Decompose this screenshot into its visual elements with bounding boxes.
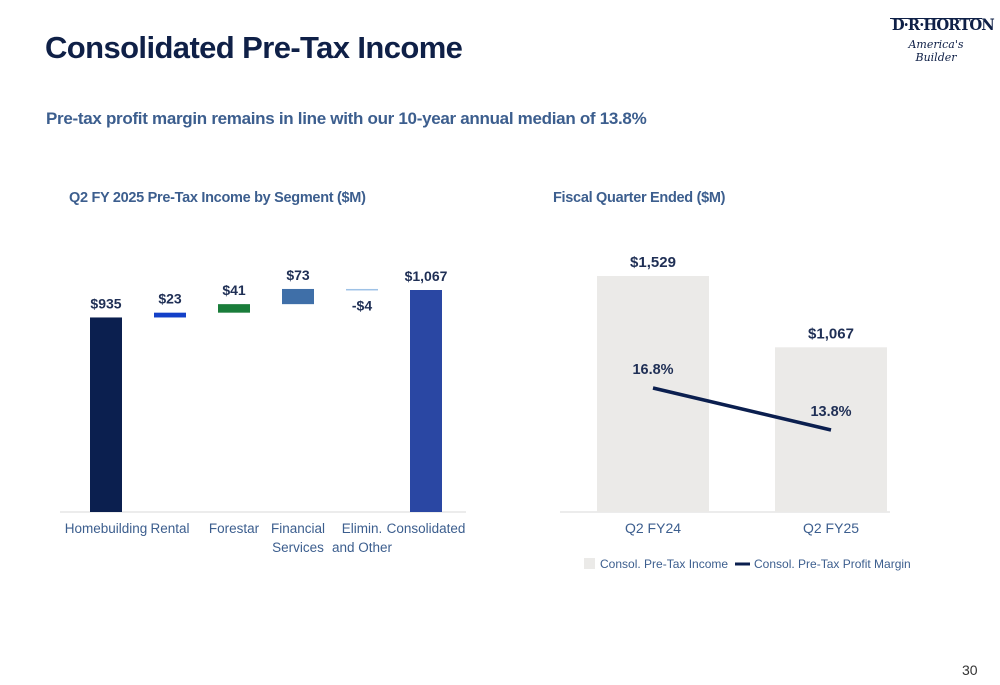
waterfall-category-label: Rental [150, 521, 189, 536]
page-title: Consolidated Pre-Tax Income [45, 30, 463, 65]
waterfall-category-label: Homebuilding [65, 521, 148, 536]
waterfall-category-label: Financial [271, 521, 325, 536]
waterfall-bar [154, 312, 186, 318]
waterfall-data-label: $935 [90, 295, 121, 311]
waterfall-category-label: and Other [332, 540, 393, 555]
quarter-chart-title: Fiscal Quarter Ended ($M) [553, 190, 726, 206]
waterfall-chart: $935 Homebuilding $23 Rental $41 Forestar $73 F… [60, 267, 466, 555]
waterfall-data-label: $1,067 [405, 268, 448, 284]
page-subtitle: Pre-tax profit margin remains in line wi… [46, 109, 647, 128]
income-bar [597, 276, 709, 512]
waterfall-chart-title: Q2 FY 2025 Pre-Tax Income by Segment ($M… [69, 190, 366, 206]
waterfall-bar [410, 290, 442, 512]
combo-category-label: Q2 FY24 [625, 520, 681, 536]
waterfall-bar [90, 317, 122, 512]
logo-tagline: America's Builder [908, 38, 964, 64]
waterfall-data-label: $41 [222, 282, 246, 298]
margin-data-label: 13.8% [810, 404, 851, 420]
legend-label-income: Consol. Pre-Tax Income [600, 557, 728, 571]
margin-line [652, 386, 832, 432]
income-data-label: $1,529 [630, 254, 676, 271]
margin-data-label: 16.8% [632, 362, 673, 378]
combo-category-label: Q2 FY25 [803, 520, 859, 536]
waterfall-bar [282, 288, 314, 305]
waterfall-data-label: -$4 [352, 297, 372, 313]
logo-name: D·R·HORTON [891, 15, 995, 34]
waterfall-category-label: Services [272, 540, 324, 555]
waterfall-category-label: Consolidated [387, 521, 466, 536]
waterfall-data-label: $73 [286, 267, 310, 283]
logo-rule [890, 18, 982, 19]
waterfall-category-label: Forestar [209, 521, 260, 536]
waterfall-data-label: $23 [158, 291, 182, 307]
page-number: 30 [962, 662, 978, 678]
waterfall-category-label: Elimin. [342, 521, 383, 536]
legend-label-margin: Consol. Pre-Tax Profit Margin [754, 557, 911, 571]
dr-horton-logo: D·R·HORTON America's Builder [888, 14, 995, 64]
waterfall-bar [218, 304, 250, 313]
income-bar [775, 347, 887, 512]
waterfall-bar [346, 288, 378, 291]
income-data-label: $1,067 [808, 325, 854, 342]
legend-swatch-income [584, 558, 595, 569]
